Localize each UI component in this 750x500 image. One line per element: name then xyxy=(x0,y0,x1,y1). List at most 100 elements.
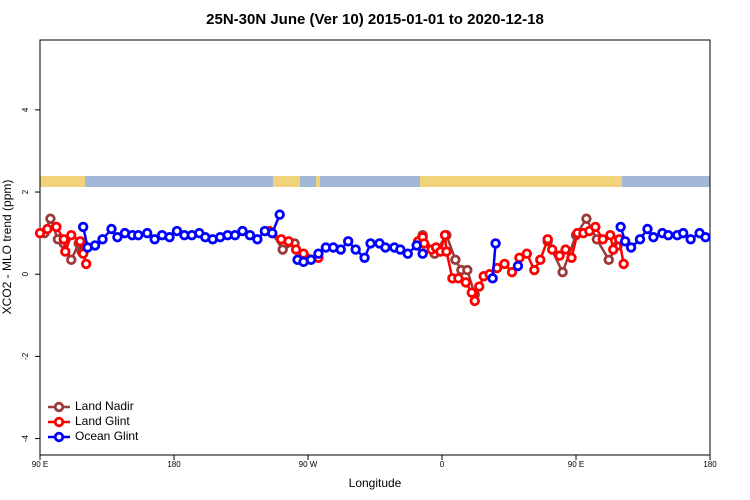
data-point xyxy=(66,254,77,266)
data-point xyxy=(112,232,123,243)
data-point xyxy=(542,234,553,245)
data-point xyxy=(229,229,241,241)
legend-label: Ocean Glint xyxy=(75,429,139,443)
data-point xyxy=(499,258,510,270)
data-point xyxy=(283,236,294,247)
data-point xyxy=(487,273,498,284)
chart-title: 25N-30N June (Ver 10) 2015-01-01 to 2020… xyxy=(206,11,544,28)
data-point xyxy=(474,281,485,292)
data-point xyxy=(557,266,568,278)
data-point xyxy=(66,229,77,241)
data-point xyxy=(634,234,646,245)
data-point xyxy=(546,244,558,255)
data-point xyxy=(466,287,477,298)
data-point xyxy=(506,266,518,278)
x-tick-label: 0 xyxy=(440,460,445,469)
data-point xyxy=(80,258,92,270)
data-point xyxy=(343,236,354,247)
data-point xyxy=(350,244,361,255)
data-point xyxy=(267,227,278,239)
data-point xyxy=(462,264,473,276)
x-tick-label: 180 xyxy=(167,460,181,469)
data-point xyxy=(441,246,452,257)
data-point xyxy=(313,248,324,259)
data-point xyxy=(625,242,637,253)
data-point xyxy=(58,234,70,245)
data-point xyxy=(529,264,540,276)
x-tick-label: 90 E xyxy=(568,460,584,469)
data-point xyxy=(380,242,391,253)
legend-label: Land Nadir xyxy=(75,399,134,413)
legend-label: Land Glint xyxy=(75,414,130,428)
data-point xyxy=(663,229,674,241)
data-point xyxy=(51,221,62,233)
data-point xyxy=(133,229,144,241)
x-tick-label: 180 xyxy=(703,460,717,469)
legend-marker xyxy=(53,416,65,428)
x-tick-label: 90 E xyxy=(32,460,48,469)
data-point xyxy=(359,252,370,263)
data-point xyxy=(77,221,89,233)
data-point xyxy=(45,213,56,224)
data-point xyxy=(700,232,711,243)
data-point xyxy=(618,258,629,270)
y-tick-label: 4 xyxy=(21,107,30,112)
y-tick-label: 0 xyxy=(21,271,30,276)
data-point xyxy=(439,229,451,241)
data-point xyxy=(252,234,263,245)
data-point xyxy=(274,209,285,220)
data-point xyxy=(402,248,413,259)
x-axis-label: Longitude xyxy=(349,476,402,490)
data-point xyxy=(97,234,108,245)
data-point xyxy=(685,234,696,245)
legend-marker xyxy=(53,431,65,443)
data-point xyxy=(603,254,614,266)
data-point xyxy=(469,295,480,307)
data-point xyxy=(581,213,592,224)
series-line xyxy=(39,225,625,305)
data-point xyxy=(619,236,631,247)
data-point xyxy=(554,250,565,261)
data-point xyxy=(560,244,571,255)
data-point xyxy=(411,240,422,251)
data-point xyxy=(305,254,317,266)
data-point xyxy=(290,244,302,255)
data-point xyxy=(277,244,288,255)
data-point xyxy=(141,227,153,239)
data-point xyxy=(237,225,248,237)
series-line xyxy=(43,215,619,296)
data-point xyxy=(521,248,533,259)
data-point xyxy=(608,244,619,255)
data-point xyxy=(566,252,577,263)
data-point xyxy=(615,221,626,233)
y-axis-label: XCO2 - MLO trend (ppm) xyxy=(0,180,14,315)
data-point xyxy=(335,244,346,255)
data-point xyxy=(642,223,653,235)
data-point xyxy=(164,232,175,243)
data-point xyxy=(453,273,464,284)
data-point xyxy=(597,234,608,245)
data-point xyxy=(89,240,101,251)
y-tick-label: 2 xyxy=(21,189,30,194)
data-point xyxy=(74,236,86,247)
data-point xyxy=(365,238,376,249)
data-point xyxy=(171,225,183,237)
data-point xyxy=(678,227,689,239)
data-point xyxy=(60,246,71,257)
y-tick-label: -2 xyxy=(21,352,30,360)
data-point xyxy=(512,260,524,272)
legend-marker xyxy=(53,401,65,413)
data-point xyxy=(106,223,117,235)
plot-frame xyxy=(39,39,711,456)
data-point xyxy=(535,254,546,266)
data-point xyxy=(648,232,659,243)
data-point xyxy=(149,234,160,245)
data-point xyxy=(417,248,428,259)
data-point xyxy=(490,238,501,249)
data-point xyxy=(460,277,472,288)
data-point xyxy=(34,227,46,239)
land-mask-strip xyxy=(40,176,710,187)
x-tick-label: 90 W xyxy=(299,460,318,469)
